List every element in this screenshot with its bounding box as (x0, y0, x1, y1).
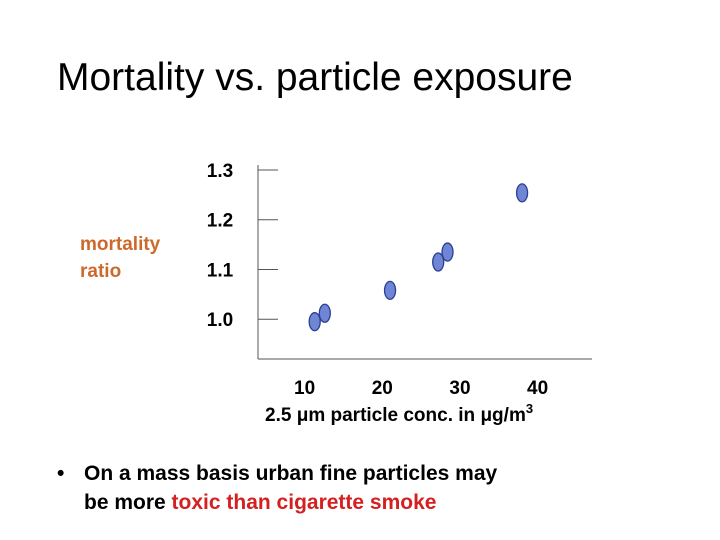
x-tick-group: 10 20 30 40 (294, 378, 548, 399)
data-point (383, 280, 397, 301)
data-point (515, 183, 529, 203)
x-axis-label-exponent: 3 (525, 401, 534, 416)
x-tick-label: 10 (294, 378, 315, 399)
data-point (318, 303, 331, 323)
data-point (441, 242, 454, 262)
y-tick-label: 1.3 (207, 161, 233, 182)
data-point (308, 312, 321, 332)
x-tick-label: 20 (372, 378, 393, 399)
x-tick-label: 40 (527, 378, 548, 399)
x-tick-label: 30 (449, 378, 470, 399)
y-axis-label: mortality ratio (80, 231, 190, 285)
bullet-point: • On a mass basis urban fine particles m… (57, 459, 677, 517)
bullet-text-line-1: On a mass basis urban fine particles may (84, 462, 498, 485)
y-axis-label-line-2: ratio (80, 261, 122, 282)
x-axis-label: 2.5 μm particle conc. in μg/m3 (265, 402, 533, 427)
bullet-highlight: toxic than cigarette smoke (171, 491, 437, 514)
bullet-marker: • (57, 462, 65, 485)
data-point-group (308, 183, 529, 332)
bullet-text-line-2: be more (84, 491, 166, 514)
bullet-text: On a mass basis urban fine particles may… (57, 459, 677, 517)
y-tick-label: 1.0 (207, 310, 233, 331)
y-tick-label: 1.1 (207, 260, 234, 281)
x-axis-label-prefix: 2.5 (265, 405, 292, 426)
x-axis-label-unit: μg/m (480, 405, 526, 426)
y-tick-group: 1.0 1.1 1.2 1.3 (207, 161, 278, 331)
chart-axes (257, 165, 592, 360)
x-axis-label-micro: μ (296, 405, 309, 426)
slide-title: Mortality vs. particle exposure (57, 56, 573, 99)
y-tick-label: 1.2 (207, 211, 233, 232)
y-axis-label-line-1: mortality (80, 234, 161, 255)
data-point (432, 252, 445, 272)
x-axis-label-middle: m particle conc. in (308, 405, 476, 426)
